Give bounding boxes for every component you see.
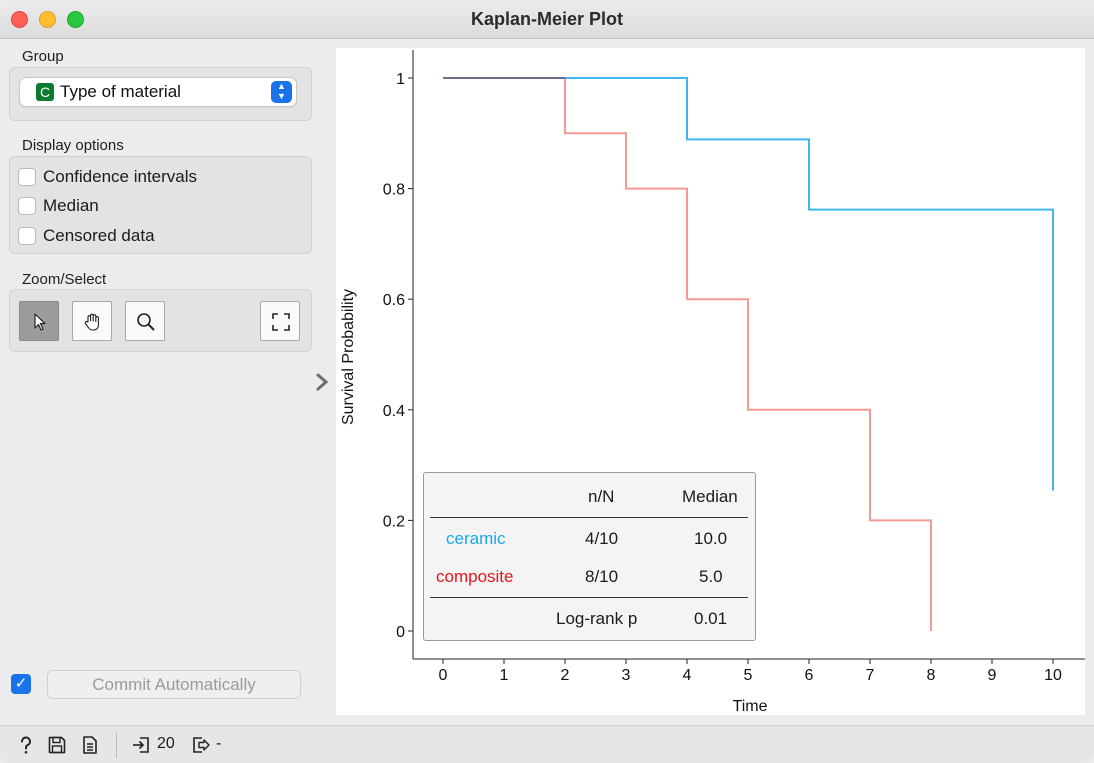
- x-tick-label: 7: [866, 667, 875, 684]
- input-count: 20: [157, 735, 175, 752]
- status-separator: [116, 732, 117, 758]
- zoom-tool-button[interactable]: [125, 301, 165, 341]
- report-icon[interactable]: [80, 735, 100, 755]
- x-axis-title: Time: [733, 698, 768, 715]
- x-tick-label: 1: [500, 667, 509, 684]
- censored-data-label: Censored data: [43, 226, 155, 245]
- footer-divider: [430, 597, 748, 598]
- status-bar: 20 -: [0, 725, 1094, 763]
- updown-chevron-icon: ▲ ▼: [271, 81, 292, 103]
- header-divider: [430, 517, 748, 518]
- composite-median: 5.0: [699, 567, 723, 586]
- close-window-button[interactable]: [11, 11, 28, 28]
- y-tick-label: 0.8: [383, 182, 405, 199]
- group-select[interactable]: C Type of material ▲ ▼: [20, 78, 296, 106]
- series-line-ceramic: [443, 77, 1054, 491]
- commit-button[interactable]: Commit Automatically: [47, 670, 301, 699]
- output-data-icon[interactable]: [191, 735, 211, 755]
- statistics-table: n/N Median ceramic 4/10 10.0 composite 8…: [423, 472, 756, 641]
- median-checkbox[interactable]: [18, 197, 36, 215]
- x-tick-label: 2: [561, 667, 570, 684]
- x-tick-label: 8: [927, 667, 936, 684]
- ceramic-nN: 4/10: [585, 529, 619, 548]
- maximize-window-button[interactable]: [67, 11, 84, 28]
- x-tick-label: 9: [988, 667, 997, 684]
- header-nN: n/N: [588, 487, 615, 506]
- collapse-panel-chevron-icon[interactable]: [314, 372, 330, 392]
- group-select-value: Type of material: [60, 82, 181, 101]
- x-tick-label: 3: [622, 667, 631, 684]
- logrank-value: 0.01: [694, 609, 728, 628]
- median-label: Median: [43, 196, 99, 215]
- zoom-select-label: Zoom/Select: [22, 271, 107, 288]
- composite-nN: 8/10: [585, 567, 619, 586]
- header-median: Median: [682, 487, 738, 506]
- x-tick-label: 0: [439, 667, 448, 684]
- select-tool-button[interactable]: [19, 301, 59, 341]
- y-tick-label: 0: [396, 624, 405, 641]
- window-title: Kaplan-Meier Plot: [470, 9, 624, 29]
- ceramic-median: 10.0: [694, 529, 728, 548]
- x-tick-label: 5: [744, 667, 753, 684]
- y-tick-label: 0.2: [383, 513, 405, 530]
- hand-pan-icon: [84, 313, 99, 331]
- y-axis-title: Survival Probability: [340, 289, 357, 425]
- input-data-icon[interactable]: [131, 735, 151, 755]
- group-name-ceramic: ceramic: [446, 529, 506, 548]
- magnifier-icon: [137, 313, 155, 331]
- group-label: Group: [22, 48, 64, 65]
- pointer-icon: [34, 313, 46, 331]
- minimize-window-button[interactable]: [39, 11, 56, 28]
- output-count: -: [216, 735, 222, 752]
- chart-series: [443, 77, 1054, 631]
- censored-data-checkbox[interactable]: [18, 227, 36, 245]
- display-options-label: Display options: [22, 137, 124, 154]
- logrank-label: Log-rank p: [556, 609, 638, 628]
- confidence-intervals-label: Confidence intervals: [43, 167, 198, 186]
- categorical-variable-icon: C: [36, 83, 54, 101]
- display-options-box: [9, 156, 312, 254]
- y-tick-label: 0.4: [383, 403, 405, 420]
- confidence-intervals-checkbox[interactable]: [18, 168, 36, 186]
- y-tick-label: 0.6: [383, 292, 405, 309]
- commit-automatically-checkbox[interactable]: ✓: [11, 674, 31, 694]
- group-name-composite: composite: [436, 567, 514, 586]
- pan-tool-button[interactable]: [72, 301, 112, 341]
- title-bar: Kaplan-Meier Plot: [0, 0, 1094, 39]
- reset-zoom-button[interactable]: [260, 301, 300, 341]
- save-icon[interactable]: [47, 735, 67, 755]
- help-icon[interactable]: [16, 735, 36, 755]
- series-line-composite: [443, 77, 932, 631]
- x-tick-label: 10: [1044, 667, 1062, 684]
- x-tick-label: 6: [805, 667, 814, 684]
- x-tick-label: 4: [683, 667, 692, 684]
- y-tick-label: 1: [396, 71, 405, 88]
- reset-zoom-icon: [272, 313, 290, 331]
